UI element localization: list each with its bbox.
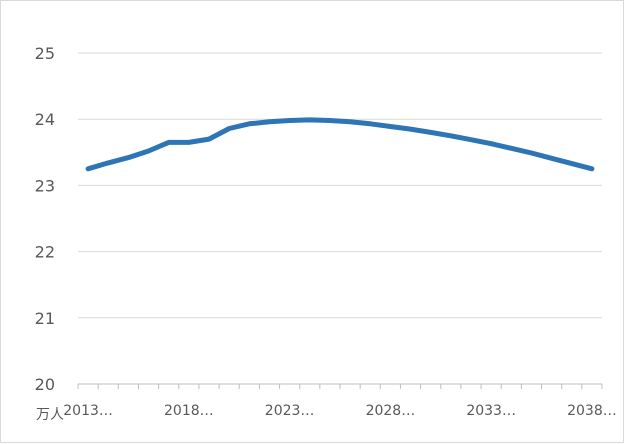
data-point: [267, 119, 272, 124]
data-point: [327, 118, 332, 123]
data-point: [589, 166, 594, 171]
data-point: [469, 137, 474, 142]
y-tick-label: 23: [35, 176, 55, 195]
data-point: [388, 124, 393, 129]
x-tick-label: 2033…: [466, 403, 516, 419]
data-point: [307, 117, 312, 122]
data-point: [86, 166, 91, 171]
data-point: [146, 148, 151, 153]
y-tick-label: 24: [35, 110, 55, 129]
y-tick-label: 21: [35, 309, 55, 328]
data-point: [448, 133, 453, 138]
data-point: [428, 130, 433, 135]
data-point: [247, 121, 252, 126]
data-point: [509, 146, 514, 151]
x-tick-label: 2023…: [265, 403, 315, 419]
y-tick-label: 22: [35, 243, 55, 262]
y-unit-label: 万人: [36, 407, 64, 423]
series-line: [85, 117, 595, 172]
x-tick-label: 2018…: [164, 403, 214, 419]
data-point: [207, 137, 212, 142]
data-point: [569, 161, 574, 166]
x-tick-label: 2038…: [567, 403, 617, 419]
data-point: [126, 155, 131, 160]
data-point: [186, 140, 191, 145]
data-point: [106, 160, 111, 165]
data-point: [408, 127, 413, 132]
x-tick-label: 2013…: [63, 403, 113, 419]
data-point: [368, 121, 373, 126]
data-point: [166, 140, 171, 145]
x-tick-label: 2028…: [366, 403, 416, 419]
data-point: [549, 156, 554, 161]
data-point: [227, 126, 232, 131]
data-point: [529, 150, 534, 155]
data-point: [489, 141, 494, 146]
y-tick-label: 20: [35, 375, 55, 394]
data-point: [287, 118, 292, 123]
y-tick-label: 25: [35, 44, 55, 63]
data-point: [348, 119, 353, 124]
